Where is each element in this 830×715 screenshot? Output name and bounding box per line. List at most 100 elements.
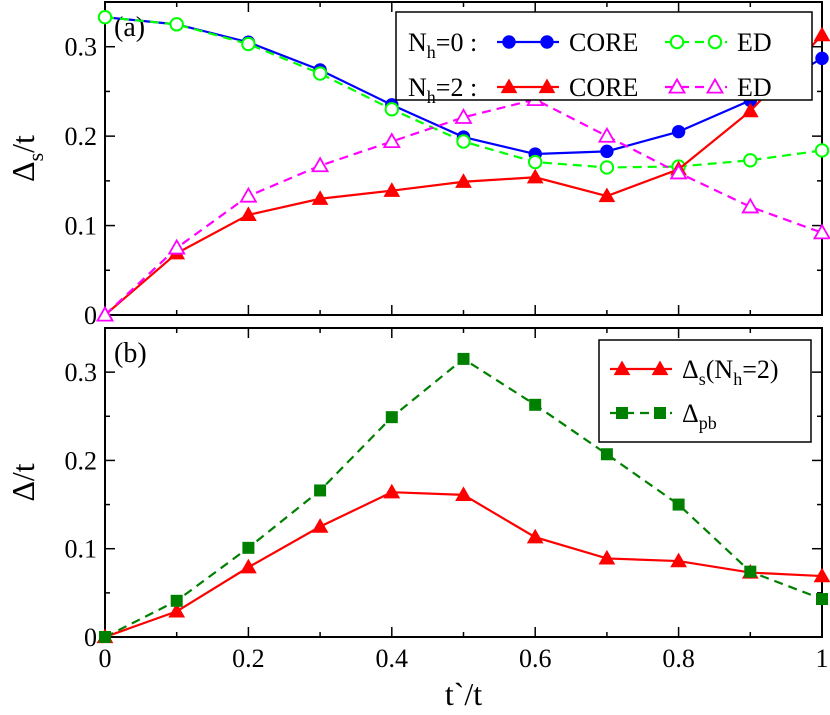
data-point — [311, 518, 329, 533]
x-tick-label: 0.8 — [662, 644, 695, 673]
data-point — [813, 567, 830, 583]
data-point — [528, 154, 543, 170]
x-tick-label: 0.6 — [519, 644, 552, 673]
panel-label: (b) — [114, 338, 147, 369]
series-0-3 — [95, 90, 830, 322]
y-tick-label: 0 — [84, 301, 97, 330]
y-label-tail: /t — [5, 463, 41, 481]
data-point — [600, 144, 614, 159]
legend-prefix: N — [408, 73, 427, 102]
legend-entry-label: CORE — [569, 73, 638, 102]
legend-entry-label: Δpb — [682, 399, 717, 433]
data-point — [385, 411, 398, 424]
data-point — [457, 352, 470, 365]
legend-prefix-tail: =2 : — [436, 73, 477, 102]
legend-entry-label: Δs(Nh=2) — [682, 355, 779, 389]
legend-row-label: Nh=0 : — [408, 28, 477, 62]
legend-entry-label: ED — [737, 28, 772, 57]
legend-marker — [538, 78, 556, 94]
legend-marker — [651, 360, 669, 376]
y-tick-label: 0.2 — [65, 122, 98, 151]
y-tick-label: 0.1 — [65, 535, 98, 564]
legend-entry-label: ED — [737, 73, 772, 102]
legend-entry-label: CORE — [569, 28, 638, 57]
data-point — [314, 484, 327, 497]
legend-marker — [705, 77, 725, 94]
data-point — [812, 223, 830, 240]
y-axis-label: Δ/t — [5, 463, 41, 501]
legend-box — [598, 339, 812, 443]
data-point — [599, 160, 615, 175]
legend-marker — [540, 35, 554, 49]
panel-b: 0 0.1 0.2 0.3 0 0.2 0.4 0.6 0.8 1 t`/t Δ/t (b) Δs(Nh=… — [5, 327, 830, 712]
legend-prefix-tail: =0 : — [436, 28, 477, 57]
y-tick-label: 0.3 — [65, 358, 98, 387]
data-point — [239, 186, 258, 203]
legend-subscript: h — [733, 369, 742, 389]
y-tick-label: 0.3 — [65, 33, 98, 62]
series-line — [104, 491, 823, 639]
data-point — [741, 102, 759, 118]
data-point — [240, 558, 257, 574]
data-point — [741, 197, 760, 214]
data-point — [456, 134, 471, 149]
data-point — [95, 305, 115, 322]
y-tick-label: 0 — [84, 623, 97, 652]
legend-marker — [667, 77, 687, 94]
legend-b: Δs(Nh=2)Δpb — [598, 339, 812, 443]
y-label-symbol: Δ — [5, 161, 41, 182]
legend-box — [395, 11, 813, 101]
data-point — [815, 51, 829, 66]
data-point — [382, 132, 401, 149]
legend-symbol: Δ — [682, 355, 699, 384]
series-0-1 — [97, 10, 830, 175]
data-point — [526, 528, 544, 544]
data-point — [169, 17, 184, 32]
data-point — [814, 143, 830, 158]
legend-marker — [500, 78, 518, 94]
data-point — [383, 182, 401, 197]
legend-prefix-subscript: h — [427, 42, 436, 62]
data-point — [454, 108, 473, 124]
y-label-tail: /t — [5, 135, 41, 153]
legend-prefix: N — [408, 28, 427, 57]
data-point — [241, 36, 256, 52]
legend-marker — [613, 360, 631, 376]
y-tick-label: 0.1 — [65, 212, 98, 241]
data-point — [743, 153, 758, 168]
data-point — [744, 565, 757, 578]
x-tick-label: 0 — [99, 644, 112, 673]
legend-subscript: pb — [699, 413, 717, 433]
legend-marker — [669, 34, 685, 50]
data-point — [455, 486, 472, 501]
data-point — [311, 190, 329, 205]
x-axis-label: t`/t — [445, 676, 482, 712]
data-point — [598, 187, 616, 203]
series-line — [104, 98, 823, 316]
y-axis-label: Δs/t — [5, 135, 48, 182]
series-1-1 — [99, 352, 828, 643]
data-point — [670, 552, 687, 568]
x-tick-label: 1 — [816, 644, 829, 673]
legend-tail: (N — [706, 355, 734, 384]
legend-marker — [707, 34, 723, 50]
data-point — [311, 156, 330, 173]
x-tick-label: 0.4 — [376, 644, 409, 673]
data-point — [99, 631, 111, 643]
panel-label: (a) — [114, 12, 145, 43]
data-point — [669, 163, 688, 180]
data-point — [240, 206, 257, 221]
data-point — [170, 594, 183, 607]
data-point — [816, 593, 828, 606]
legend-subscript: s — [699, 369, 706, 389]
data-point — [384, 102, 399, 117]
legend-prefix-subscript: h — [427, 87, 436, 107]
data-point — [97, 10, 113, 25]
data-point — [813, 26, 830, 42]
y-tick-label: 0.2 — [65, 446, 98, 475]
legend-row-label: Nh=2 : — [408, 73, 477, 107]
x-tick-label: 0.2 — [232, 644, 265, 673]
data-point — [526, 168, 544, 184]
